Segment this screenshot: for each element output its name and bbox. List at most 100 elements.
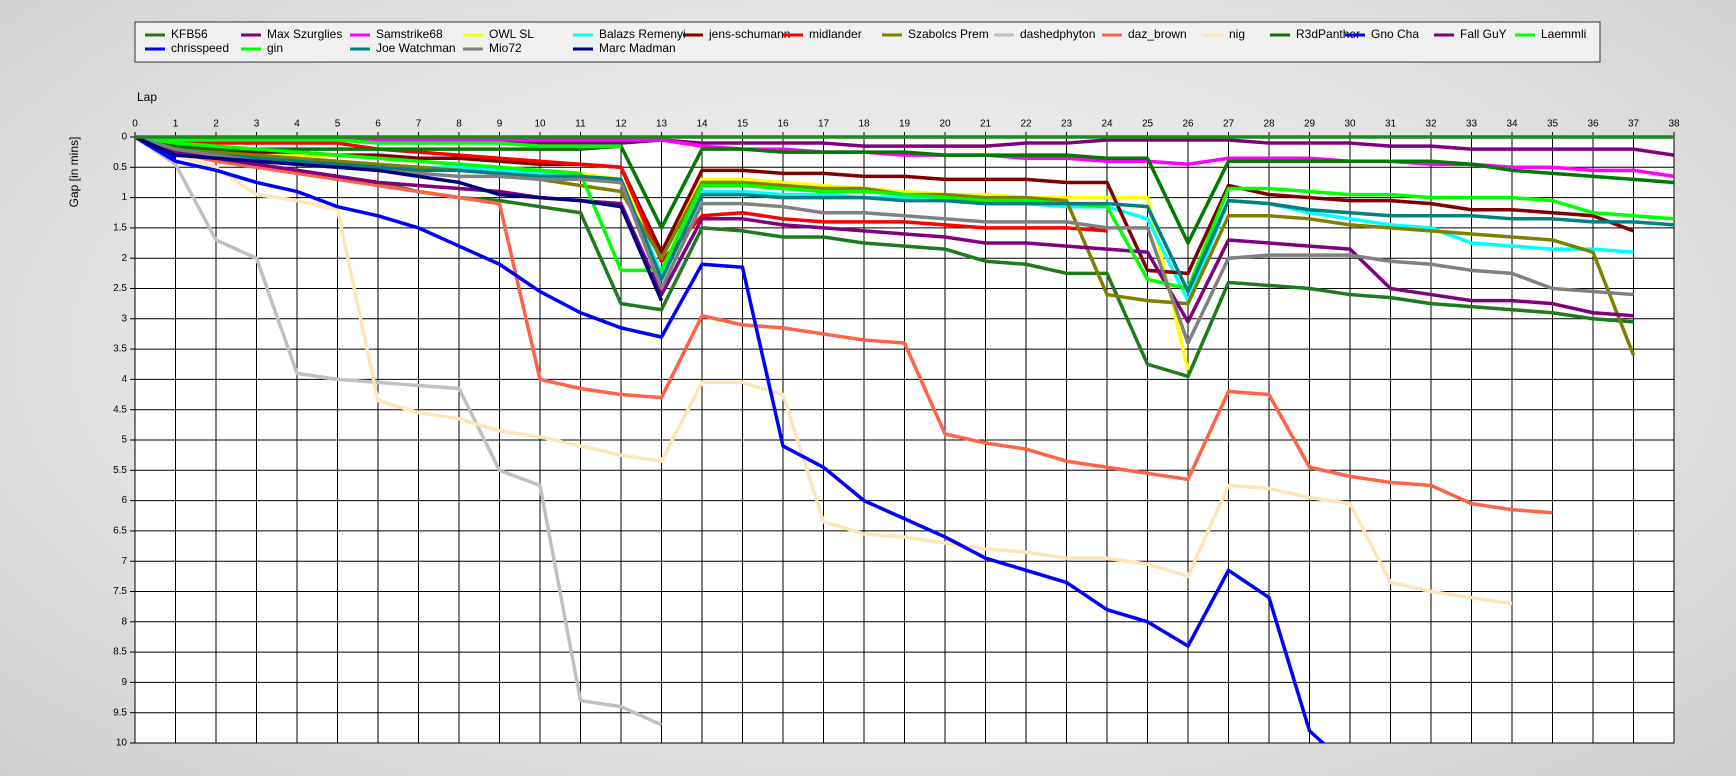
legend-label: Max Szurglies: [267, 27, 342, 41]
series-line: [135, 137, 1674, 291]
x-tick-label: 23: [1061, 119, 1073, 130]
series-line: [135, 137, 1634, 324]
y-tick-label: 4: [121, 374, 127, 385]
legend-label: Joe Watchman: [376, 41, 456, 55]
legend-label: Fall GuY: [1460, 27, 1507, 41]
x-tick-label: 12: [615, 119, 627, 130]
x-tick-label: 34: [1506, 119, 1518, 130]
legend-label: midlander: [809, 27, 862, 41]
y-tick-label: 6.5: [113, 526, 127, 537]
x-tick-label: 31: [1385, 119, 1397, 130]
y-tick-label: 5: [121, 435, 127, 446]
x-tick-label: 6: [375, 119, 381, 130]
y-tick-label: 7.5: [113, 586, 127, 597]
x-tick-label: 32: [1425, 119, 1437, 130]
series-line: [135, 137, 1108, 263]
series-line: [135, 137, 664, 302]
x-tick-label: 15: [737, 119, 749, 130]
series-line: [135, 137, 1326, 743]
legend-label: Mio72: [489, 41, 522, 55]
x-tick-label: 25: [1142, 119, 1154, 130]
series-line: [135, 137, 1635, 276]
legend-label: gin: [267, 41, 283, 55]
lines: [135, 137, 1674, 743]
y-tick-label: 6: [121, 495, 127, 506]
x-tick-label: 33: [1466, 119, 1478, 130]
legend-label: R3dPanther: [1296, 27, 1360, 41]
legend-label: Laemmli: [1541, 27, 1586, 41]
y-tick-label: 9.5: [113, 707, 127, 718]
x-tick-label: 37: [1628, 119, 1640, 130]
y-axis-label: Gap [in mins]: [67, 137, 81, 208]
x-tick-label: 11: [575, 119, 586, 130]
y-tick-label: 2.5: [113, 283, 127, 294]
y-tick-label: 10: [116, 738, 128, 749]
x-tick-label: 4: [294, 119, 300, 130]
x-axis-label: Lap: [137, 90, 157, 104]
x-tick-label: 22: [1020, 119, 1032, 130]
y-tick-label: 3: [121, 313, 127, 324]
series-line: [135, 137, 621, 148]
x-tick-label: 8: [456, 119, 462, 130]
x-tick-label: 30: [1344, 119, 1356, 130]
series-line: [135, 137, 1553, 515]
series-line: [135, 137, 1674, 245]
series-line: [135, 137, 1674, 179]
y-tick-label: 0.5: [113, 162, 127, 173]
legend-label: Balazs Remenyi: [599, 27, 686, 41]
y-tick-label: 9: [121, 677, 127, 688]
legend-label: KFB56: [171, 27, 208, 41]
x-tick-label: 1: [173, 119, 179, 130]
legend-label: Marc Madman: [599, 41, 676, 55]
legend: KFB56 Max Szurglies Samstrike68 OWL SL Balaz…: [145, 27, 1586, 55]
x-tick-label: 24: [1101, 119, 1113, 130]
legend-label: chrisspeed: [171, 41, 229, 55]
y-tick-label: 5.5: [113, 465, 127, 476]
legend-label: Szabolcs Prem: [908, 27, 989, 41]
y-tick-label: 8.5: [113, 647, 127, 658]
x-tick-label: 14: [696, 119, 708, 130]
legend-label: jens-schumann: [708, 27, 790, 41]
x-tick-label: 18: [858, 119, 870, 130]
y-tick-label: 1.5: [113, 223, 127, 234]
legend-label: Gno Cha: [1371, 27, 1419, 41]
legend-label: daz_brown: [1128, 27, 1187, 41]
x-tick-label: 10: [534, 119, 546, 130]
x-tick-label: 20: [939, 119, 951, 130]
y-tick-label: 8: [121, 616, 127, 627]
legend-box: [134, 21, 1601, 63]
x-tick-label: 7: [416, 119, 422, 130]
x-tick-label: 26: [1182, 119, 1194, 130]
x-tick-label: 28: [1263, 119, 1275, 130]
x-tick-label: 13: [656, 119, 668, 130]
x-tick-label: 17: [818, 119, 830, 130]
y-tick-label: 3.5: [113, 344, 127, 355]
legend-label: OWL SL: [489, 27, 534, 41]
y-tick-label: 0: [121, 132, 127, 143]
series-line: [135, 137, 663, 727]
x-tick-label: 16: [777, 119, 789, 130]
y-tick-label: 2: [121, 253, 127, 264]
x-tick-label: 35: [1547, 119, 1559, 130]
legend-label: Samstrike68: [376, 27, 443, 41]
y-tick-label: 4.5: [113, 404, 127, 415]
series-line: [135, 137, 1513, 606]
y-tick-label: 7: [121, 556, 127, 567]
x-tick-label: 9: [497, 119, 503, 130]
x-tick-label: 0: [132, 119, 138, 130]
grid: 0 1 2 3 4 5 6 7 8 9 10 11 12 13 14 15 16 17 18 19 20 21 22 23 24…: [113, 119, 1680, 749]
x-tick-label: 2: [213, 119, 219, 130]
legend-label: nig: [1229, 27, 1245, 41]
x-tick-label: 5: [335, 119, 341, 130]
x-tick-label: 19: [899, 119, 911, 130]
x-tick-label: 27: [1223, 119, 1235, 130]
x-tick-label: 29: [1304, 119, 1316, 130]
x-tick-label: 36: [1587, 119, 1599, 130]
series-line: [135, 137, 1674, 294]
legend-label: dashedphyton: [1020, 27, 1095, 41]
x-tick-label: 3: [254, 119, 260, 130]
x-tick-label: 21: [980, 119, 992, 130]
y-tick-label: 1: [121, 192, 127, 203]
x-tick-label: 38: [1668, 119, 1680, 130]
